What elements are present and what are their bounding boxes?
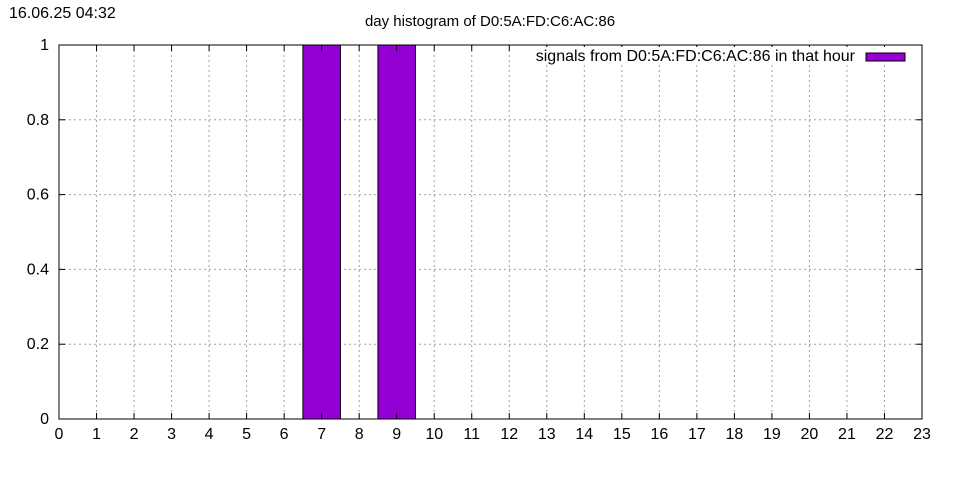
legend-label: signals from D0:5A:FD:C6:AC:86 in that h…	[536, 48, 856, 65]
x-tick-label: 6	[280, 426, 289, 443]
y-tick-label: 0	[40, 411, 49, 428]
x-tick-label: 7	[317, 426, 326, 443]
y-tick-label: 1	[40, 37, 49, 54]
x-tick-label: 1	[92, 426, 101, 443]
timestamp: 16.06.25 04:32	[9, 5, 116, 22]
bar-hour-9	[377, 44, 416, 420]
x-tick-label: 11	[463, 426, 480, 443]
y-tick-labels: 0 0.2 0.4 0.6 0.8 1	[27, 37, 49, 428]
legend: signals from D0:5A:FD:C6:AC:86 in that h…	[534, 47, 918, 65]
x-tick-label: 4	[205, 426, 214, 443]
x-tick-label: 18	[725, 426, 743, 443]
bar-hour-7	[302, 44, 341, 420]
x-tick-label: 19	[763, 426, 781, 443]
x-tick-label: 22	[876, 426, 894, 443]
x-tick-label: 16	[650, 426, 668, 443]
bars	[302, 44, 416, 420]
chart-title: day histogram of D0:5A:FD:C6:AC:86	[365, 13, 615, 30]
x-tick-label: 21	[838, 426, 856, 443]
x-tick-label: 12	[500, 426, 518, 443]
x-tick-label: 13	[538, 426, 556, 443]
x-tick-label: 20	[801, 426, 819, 443]
x-tick-label: 3	[167, 426, 176, 443]
x-tick-label: 8	[355, 426, 364, 443]
x-tick-label: 15	[613, 426, 631, 443]
y-tick-label: 0.8	[27, 112, 49, 129]
legend-swatch	[865, 52, 906, 62]
y-tick-label: 0.4	[27, 261, 49, 278]
plot-frame	[58, 44, 923, 420]
x-tick-label: 9	[392, 426, 401, 443]
y-tick-label: 0.2	[27, 336, 49, 353]
x-tick-labels: 0 1 2 3 4 5 6 7 8 9 10 11 12 13 14 15 16 17 18 19 20 21 22 23	[55, 426, 931, 443]
axis-ticks	[59, 45, 922, 419]
y-tick-label: 0.6	[27, 187, 49, 204]
legend-background	[534, 47, 918, 65]
x-tick-label: 14	[575, 426, 593, 443]
x-tick-label: 0	[55, 426, 64, 443]
x-tick-label: 5	[242, 426, 251, 443]
x-tick-label: 10	[425, 426, 443, 443]
grid-lines	[59, 45, 922, 419]
x-tick-label: 23	[913, 426, 931, 443]
x-tick-label: 17	[688, 426, 706, 443]
x-tick-label: 2	[130, 426, 139, 443]
